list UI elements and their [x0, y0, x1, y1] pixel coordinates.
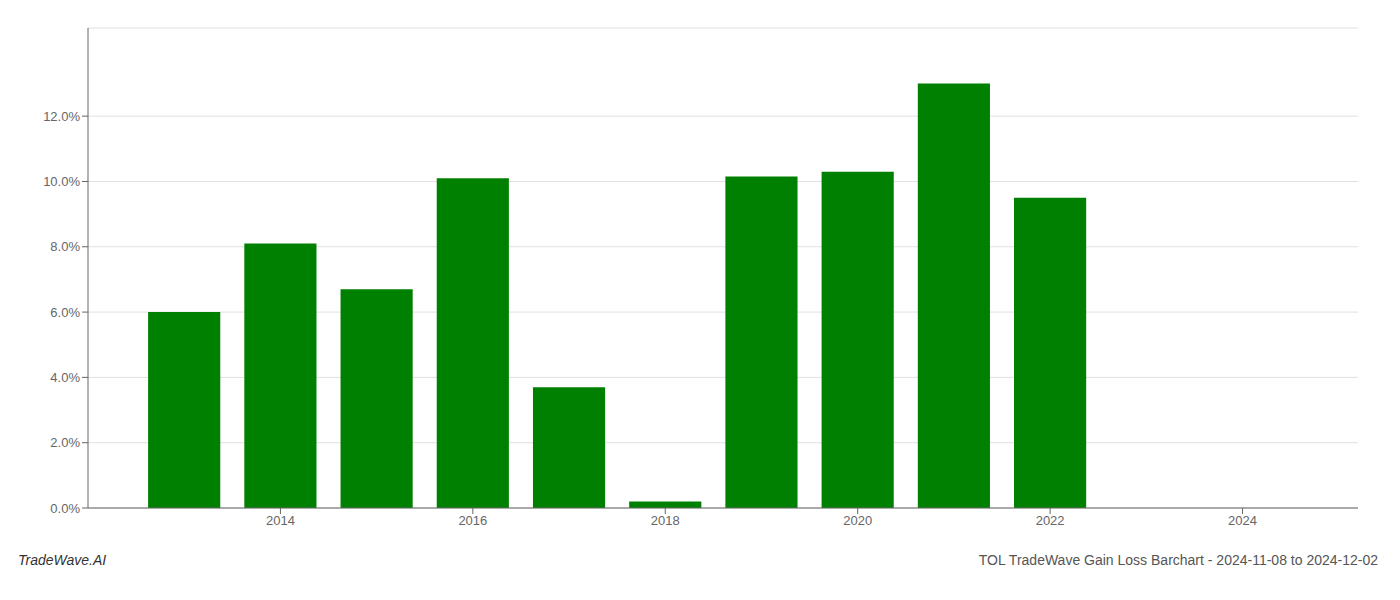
svg-text:2016: 2016 — [458, 513, 487, 528]
svg-text:0.0%: 0.0% — [50, 501, 80, 516]
svg-text:2020: 2020 — [843, 513, 872, 528]
svg-text:2022: 2022 — [1036, 513, 1065, 528]
svg-text:12.0%: 12.0% — [43, 109, 80, 124]
svg-text:2014: 2014 — [266, 513, 295, 528]
svg-text:8.0%: 8.0% — [50, 239, 80, 254]
html-text:TradeWave.AI: TradeWave.AI — [18, 552, 107, 568]
svg-text:4.0%: 4.0% — [50, 370, 80, 385]
svg-text:2018: 2018 — [651, 513, 680, 528]
html-text:TOL TradeWave Gain Loss Barcha: TOL TradeWave Gain Loss Barchart - 2024-… — [978, 552, 1378, 568]
svg-text:10.0%: 10.0% — [43, 174, 80, 189]
svg-text:2024: 2024 — [1228, 513, 1257, 528]
svg-text:6.0%: 6.0% — [50, 305, 80, 320]
svg-text:2.0%: 2.0% — [50, 435, 80, 450]
